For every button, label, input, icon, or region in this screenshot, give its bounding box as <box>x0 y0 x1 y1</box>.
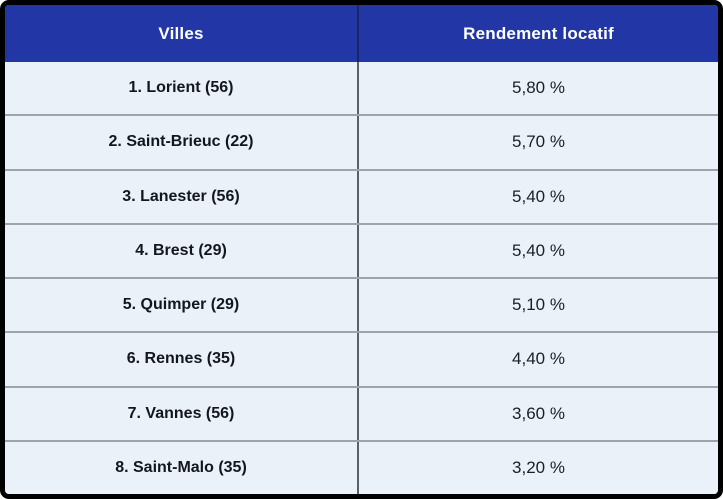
city-label: 4. Brest (29) <box>135 241 227 259</box>
city-cell: 8. Saint-Malo (35) <box>5 442 357 494</box>
city-cell: 3. Lanester (56) <box>5 171 357 223</box>
yield-value: 5,40 % <box>512 186 565 206</box>
yield-value: 4,40 % <box>512 349 565 369</box>
table-row: 7. Vannes (56) 3,60 % <box>5 385 718 440</box>
yield-cell: 5,40 % <box>357 170 718 223</box>
city-label: 5. Quimper (29) <box>122 296 240 314</box>
city-cell: 2. Saint-Brieuc (22) <box>5 116 357 168</box>
yield-value: 5,40 % <box>512 240 565 260</box>
city-cell: 4. Brest (29) <box>5 225 357 277</box>
table-row: 4. Brest (29) 5,40 % <box>5 222 718 277</box>
header-cell-villes: Villes <box>5 5 357 62</box>
yield-cell: 5,10 % <box>357 279 718 332</box>
city-label: 6. Rennes (35) <box>126 350 236 368</box>
city-cell: 1. Lorient (56) <box>5 62 357 114</box>
header-cell-rendement: Rendement locatif <box>357 5 718 62</box>
yield-cell: 5,40 % <box>357 224 718 277</box>
yield-value: 3,20 % <box>512 457 565 477</box>
city-label: 1. Lorient (56) <box>128 79 234 97</box>
yield-value: 5,10 % <box>512 295 565 315</box>
yield-cell: 5,80 % <box>357 62 718 115</box>
city-label: 2. Saint-Brieuc (22) <box>108 133 254 151</box>
city-cell: 6. Rennes (35) <box>5 333 357 385</box>
city-cell: 7. Vannes (56) <box>5 388 357 440</box>
yield-cell: 5,70 % <box>357 116 718 169</box>
header-label-rendement: Rendement locatif <box>463 23 614 43</box>
city-cell: 5. Quimper (29) <box>5 279 357 331</box>
yield-value: 3,60 % <box>512 403 565 423</box>
city-label: 7. Vannes (56) <box>127 404 235 422</box>
yield-value: 5,80 % <box>512 78 565 98</box>
city-label: 3. Lanester (56) <box>122 187 240 205</box>
table-row: 3. Lanester (56) 5,40 % <box>5 168 718 223</box>
city-label: 8. Saint-Malo (35) <box>115 458 247 476</box>
yield-value: 5,70 % <box>512 132 565 152</box>
yield-cell: 4,40 % <box>357 333 718 386</box>
table-row: 2. Saint-Brieuc (22) 5,70 % <box>5 114 718 169</box>
header-label-villes: Villes <box>158 23 204 43</box>
table-row: 5. Quimper (29) 5,10 % <box>5 277 718 332</box>
table-row: 8. Saint-Malo (35) 3,20 % <box>5 439 718 494</box>
table-row: 6. Rennes (35) 4,40 % <box>5 331 718 386</box>
yield-cell: 3,20 % <box>357 441 718 494</box>
table-row: 1. Lorient (56) 5,80 % <box>5 62 718 115</box>
yield-cell: 3,60 % <box>357 387 718 440</box>
table-header-row: Villes Rendement locatif <box>5 5 718 62</box>
